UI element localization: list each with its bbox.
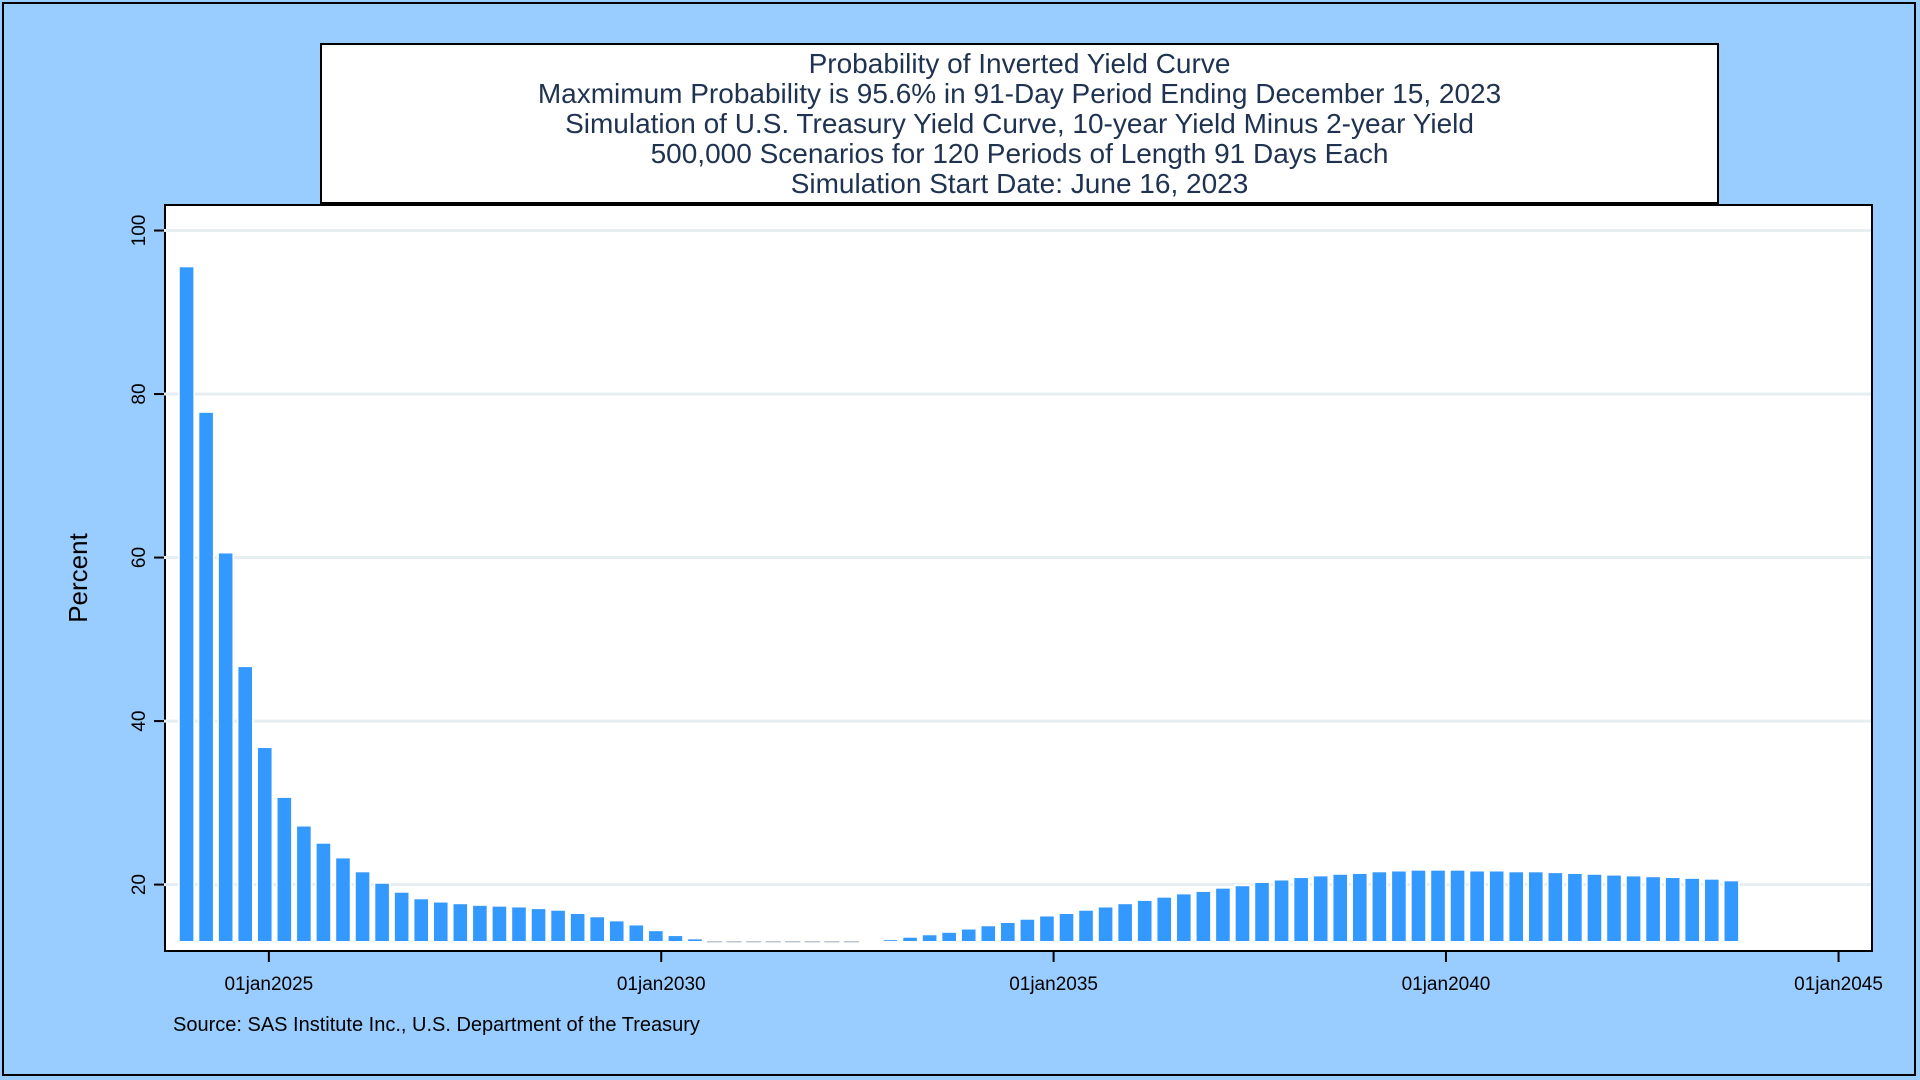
bar xyxy=(569,912,587,943)
y-axis-label: Percent xyxy=(63,532,93,622)
x-tick-label: 01jan2045 xyxy=(1794,974,1883,995)
bar xyxy=(1429,869,1447,943)
bar xyxy=(549,909,567,943)
bar xyxy=(1077,909,1095,943)
y-tick-label: 20 xyxy=(129,874,150,895)
bar xyxy=(1683,877,1701,943)
bar xyxy=(901,936,919,943)
bar xyxy=(667,934,684,943)
bar xyxy=(1410,869,1427,943)
bar xyxy=(432,900,450,943)
bar xyxy=(1546,871,1564,943)
x-tick-label: 01jan2040 xyxy=(1402,974,1491,995)
bar xyxy=(354,870,371,943)
bar xyxy=(1390,869,1408,943)
bar xyxy=(1058,912,1075,943)
bar xyxy=(882,938,899,943)
chart-subtitle-start-date: Simulation Start Date: June 16, 2023 xyxy=(790,167,1249,199)
x-tick-label: 01jan2025 xyxy=(224,974,313,995)
bar xyxy=(1644,875,1662,943)
y-tick-label: 40 xyxy=(129,711,150,732)
bar xyxy=(1468,869,1486,943)
bar xyxy=(451,902,469,943)
chart-subtitle-max-probability: Maxmimum Probability is 95.6% in 91-Day … xyxy=(537,77,1502,109)
bar xyxy=(334,856,352,943)
chart-subtitle-simulation: Simulation of U.S. Treasury Yield Curve,… xyxy=(565,107,1474,139)
bar xyxy=(491,905,508,943)
bar xyxy=(1625,874,1642,943)
bar xyxy=(275,796,293,943)
bar xyxy=(217,551,235,943)
bar xyxy=(1586,873,1603,943)
bar xyxy=(530,907,547,943)
bar xyxy=(1370,870,1388,943)
chart-svg: 20 40 60 80 100 Percent 01jan2025 01jan2030 01ja… xyxy=(63,215,1883,995)
bar xyxy=(197,411,215,943)
bar xyxy=(627,923,645,943)
bar xyxy=(979,924,997,943)
bar xyxy=(1136,899,1154,943)
bar xyxy=(1605,873,1623,943)
y-tick-label: 100 xyxy=(129,215,150,247)
bar xyxy=(412,897,430,943)
bar xyxy=(862,940,880,943)
bar xyxy=(178,265,195,943)
bar xyxy=(1097,905,1115,943)
y-tick-label: 80 xyxy=(129,383,150,404)
source-note: Source: SAS Institute Inc., U.S. Departm… xyxy=(173,1014,700,1036)
bar xyxy=(1292,876,1310,943)
bar xyxy=(1331,873,1349,943)
bar xyxy=(1722,879,1740,943)
plot-area xyxy=(164,204,1873,952)
bar xyxy=(1664,876,1682,943)
bar xyxy=(588,915,606,943)
bar xyxy=(1703,878,1721,943)
bar xyxy=(1527,870,1545,943)
bar xyxy=(295,824,313,943)
bar xyxy=(471,904,489,943)
bar xyxy=(393,891,411,943)
bar xyxy=(373,882,391,943)
bar xyxy=(999,921,1017,943)
bar xyxy=(1566,872,1584,943)
title-box: Probability of Inverted Yield Curve Maxm… xyxy=(320,43,1719,204)
x-tick-label: 01jan2030 xyxy=(617,974,706,995)
bar xyxy=(1488,869,1506,943)
bar xyxy=(1253,881,1271,943)
bar xyxy=(1449,869,1466,943)
bar xyxy=(1155,896,1173,943)
bar xyxy=(256,746,274,943)
bar xyxy=(315,842,332,943)
chart-title: Probability of Inverted Yield Curve xyxy=(808,47,1231,79)
bar xyxy=(647,929,665,943)
bar xyxy=(1116,902,1134,943)
bar xyxy=(1194,890,1212,943)
bar xyxy=(1018,918,1036,943)
y-tick-label: 60 xyxy=(129,547,150,568)
bar xyxy=(1351,872,1369,943)
bar xyxy=(1312,874,1330,943)
bar xyxy=(1038,914,1056,943)
bar xyxy=(921,933,939,943)
bar xyxy=(1214,887,1232,943)
bar xyxy=(1175,892,1193,943)
bar xyxy=(510,905,528,943)
bar xyxy=(686,937,704,943)
bar xyxy=(1507,870,1525,943)
bar xyxy=(1234,884,1251,943)
bar xyxy=(940,931,958,943)
chart-subtitle-scenarios: 500,000 Scenarios for 120 Periods of Len… xyxy=(650,137,1389,169)
bar xyxy=(960,927,978,943)
bar xyxy=(608,919,626,943)
bar xyxy=(236,665,254,943)
x-tick-label: 01jan2035 xyxy=(1009,974,1098,995)
bar xyxy=(1273,878,1290,943)
